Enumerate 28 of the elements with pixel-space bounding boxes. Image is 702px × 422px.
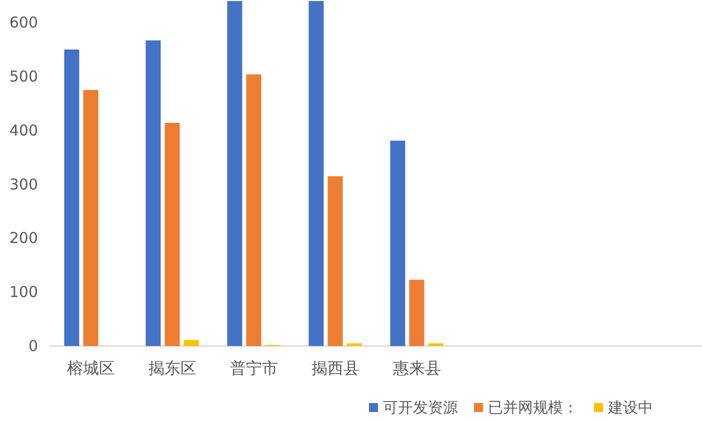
legend-label: 已并网规模：: [488, 398, 578, 416]
legend-label: 可开发资源: [383, 398, 458, 416]
y-tick-label: 200: [9, 229, 38, 248]
y-tick-label: 300: [9, 175, 38, 194]
y-tick-label: 500: [9, 67, 38, 86]
bar: [328, 176, 343, 346]
bar: [246, 74, 262, 346]
x-tick-label: 惠来县: [392, 358, 441, 378]
bar: [64, 50, 80, 346]
bar: [308, 1, 324, 346]
x-tick-label: 普宁市: [230, 358, 278, 378]
bar: [409, 280, 424, 346]
bar: [227, 1, 242, 346]
y-tick-label: 0: [28, 337, 38, 355]
bar: [164, 122, 180, 346]
x-tick-label: 榕城区: [66, 358, 115, 378]
x-tick-label: 揭西县: [311, 358, 360, 378]
bar: [428, 343, 444, 346]
bar: [184, 340, 199, 346]
y-tick-label: 600: [9, 14, 38, 32]
bar: [390, 140, 406, 346]
bar: [83, 90, 98, 346]
x-tick-label: 揭东区: [148, 358, 196, 378]
y-tick-label: 400: [9, 121, 38, 140]
legend-label: 建设中: [607, 398, 653, 416]
bar: [146, 40, 161, 346]
y-tick-label: 100: [9, 283, 38, 302]
bar: [346, 343, 362, 346]
